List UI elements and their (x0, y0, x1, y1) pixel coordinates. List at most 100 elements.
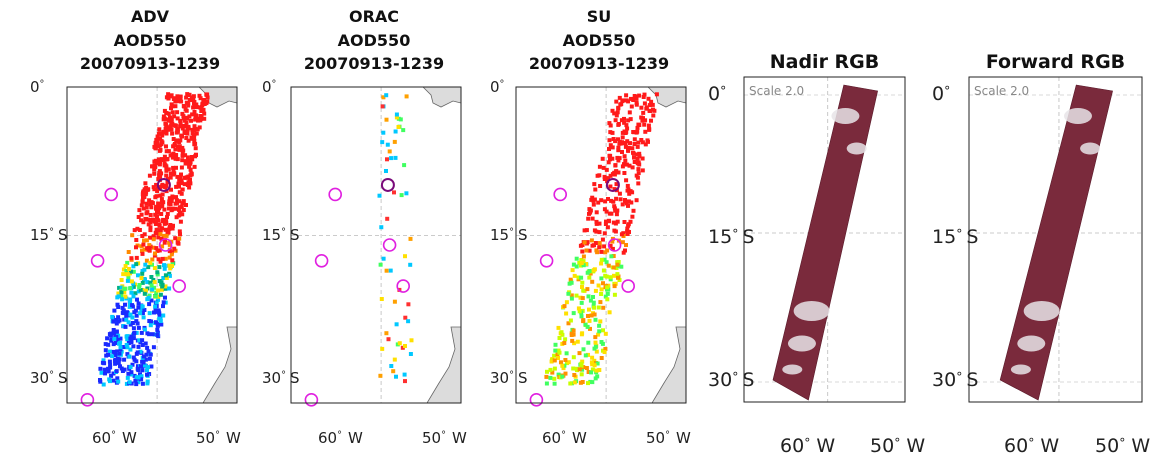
aod-pixel (155, 327, 160, 332)
aod-pixel (403, 254, 407, 259)
aod-pixel (192, 138, 197, 143)
degree-symbol: ° (509, 370, 514, 381)
aod-pixel (137, 208, 142, 213)
aod-pixel (627, 163, 632, 168)
aod-pixel (171, 144, 176, 149)
aod-pixel (608, 275, 613, 280)
aod-pixel (168, 94, 173, 99)
ground-station-marker (172, 279, 186, 293)
aod-pixel (617, 141, 622, 146)
aod-pixel (120, 369, 125, 373)
map-frame (743, 76, 906, 403)
aod-swath (98, 92, 210, 387)
lon-tick-label: 60° W (542, 429, 587, 447)
aod-pixel (399, 193, 404, 198)
lat-value: 30 (30, 369, 49, 387)
aod-pixel (579, 332, 584, 337)
aod-pixel (635, 161, 640, 166)
aod-pixel (145, 331, 150, 336)
aod-swath (377, 93, 414, 384)
aod-pixel (114, 329, 119, 334)
aod-pixel (612, 172, 617, 177)
aod-pixel (156, 294, 161, 299)
aod-pixel (125, 337, 130, 342)
aod-pixel (577, 367, 582, 372)
aod-pixel (120, 310, 125, 315)
ground-station-marker (304, 393, 319, 407)
aod-pixel (378, 373, 383, 378)
aod-pixel (606, 176, 611, 181)
aod-pixel (619, 118, 624, 123)
aod-pixel (591, 198, 596, 203)
aod-pixel (130, 321, 135, 325)
aod-pixel (127, 304, 132, 309)
aod-pixel (131, 284, 136, 289)
aod-pixel (614, 212, 619, 217)
aod-pixel (590, 367, 595, 372)
lat-tick-label: 0° (932, 83, 950, 105)
aod-pixel (160, 182, 165, 187)
lon-tick-label: 60° W (780, 435, 835, 457)
aod-pixel (626, 223, 631, 228)
lon-value: 60 (92, 429, 111, 447)
aod-pixel (189, 155, 194, 159)
aod-pixel (609, 254, 614, 259)
aod-pixel (604, 167, 609, 172)
aod-pixel (171, 172, 176, 177)
aod-pixel (622, 129, 627, 134)
aod-pixel (620, 99, 625, 104)
aod-pixel (99, 370, 104, 375)
lat-tick-label: 15° S (30, 226, 68, 244)
aod-pixel (135, 321, 140, 326)
lon-value: 50 (870, 435, 894, 457)
aod-pixel (138, 340, 143, 345)
aod-pixel (599, 198, 604, 203)
aod-pixel (581, 318, 586, 323)
ground-station-marker (158, 238, 173, 252)
aod-pixel (607, 121, 612, 126)
aod-pixel (194, 131, 199, 136)
aod-pixel (614, 169, 619, 174)
aod-pixel (115, 338, 120, 342)
aod-pixel (608, 130, 613, 135)
aod-pixel (647, 127, 652, 132)
aod-pixel (119, 349, 124, 354)
aod-pixel (617, 191, 622, 196)
aod-pixel (116, 305, 121, 309)
aod-pixel (380, 140, 385, 145)
aod-pixel (552, 381, 557, 386)
aod-pixel (194, 153, 198, 157)
aod-pixel (177, 236, 182, 241)
aod-pixel (611, 199, 616, 204)
aod-pixel (593, 288, 598, 293)
aod-pixel (171, 168, 176, 173)
aod-pixel (134, 382, 139, 387)
aod-pixel (608, 153, 613, 158)
aod-pixel (144, 205, 149, 210)
aod-pixel (160, 204, 165, 209)
aod-pixel (403, 344, 407, 348)
ground-station-marker (104, 187, 118, 202)
aod-pixel (154, 246, 159, 251)
aod-pixel (142, 232, 147, 237)
aod-pixel (570, 338, 575, 343)
aod-pixel (144, 258, 149, 263)
aod-pixel (566, 360, 571, 365)
ground-station-marker (90, 253, 105, 268)
panel-title-line: 20070913-1239 (304, 54, 444, 73)
aod-pixel (155, 189, 160, 193)
aod-pixel (402, 372, 407, 377)
aod-pixel (170, 121, 175, 126)
aod-pixel (164, 149, 169, 154)
aod-pixel (601, 328, 605, 333)
aod-pixel (619, 232, 624, 237)
aod-pixel (178, 232, 182, 237)
aod-pixel (606, 197, 610, 201)
aod-pixel (115, 376, 120, 381)
aod-pixel (586, 370, 591, 374)
aod-pixel (628, 141, 632, 146)
aod-pixel (576, 306, 581, 311)
aod-pixel (151, 278, 156, 282)
aod-pixel (397, 341, 402, 346)
